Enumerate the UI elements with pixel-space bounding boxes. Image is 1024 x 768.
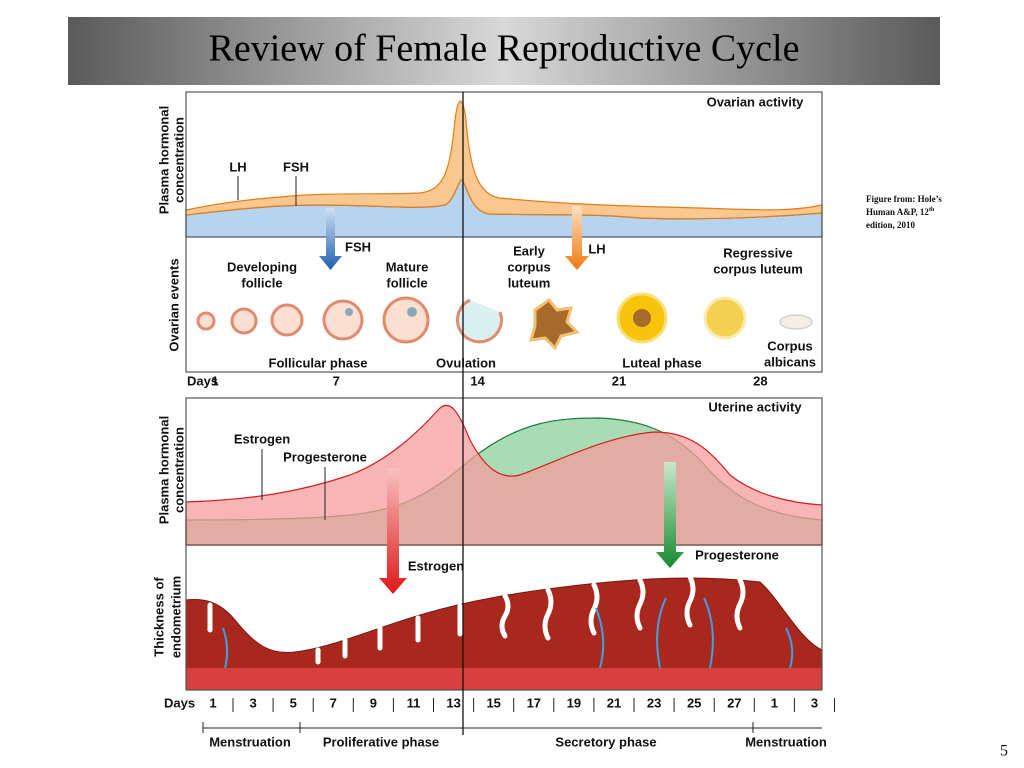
day-label: 14 — [470, 373, 485, 388]
day-label: 13 — [446, 695, 460, 710]
day-label: 1 — [211, 373, 218, 388]
citation: Human A&P, 12th — [866, 207, 935, 217]
day-label: 15 — [486, 695, 500, 710]
arrow-label: FSH — [345, 239, 371, 254]
axis-label: Plasma hormonal — [156, 416, 171, 524]
day-label: 21 — [612, 373, 626, 388]
panel-frame — [185, 397, 823, 691]
day-label: 28 — [753, 373, 767, 388]
title-bar — [68, 17, 940, 85]
day-label: 11 — [407, 695, 421, 710]
phase-label: Menstruation — [745, 734, 827, 749]
estrogen-curve — [185, 404, 823, 546]
stage-label: corpus luteum — [713, 261, 803, 276]
day-label: 27 — [727, 695, 741, 710]
panel-frame — [185, 91, 823, 373]
lh-curve — [185, 100, 823, 220]
arrow — [565, 206, 589, 270]
arrow — [379, 468, 407, 594]
curve-label: Estrogen — [234, 431, 290, 446]
day-label: 3 — [811, 695, 818, 710]
days-label: Days — [164, 695, 195, 710]
oocyte — [345, 308, 353, 316]
arrow-label: LH — [588, 241, 605, 256]
uterine-panel: Plasma hormonal concentration Thickness … — [151, 397, 827, 749]
day-label: 23 — [647, 695, 661, 710]
stage-label: luteum — [508, 275, 551, 290]
panel-heading: Ovarian activity — [707, 94, 805, 109]
day-label: 25 — [687, 695, 701, 710]
arrow-label: Progesterone — [695, 547, 779, 562]
arrow — [319, 208, 342, 270]
phase-label: Menstruation — [209, 734, 291, 749]
days-label: Days — [187, 373, 218, 388]
day-label: 3 — [249, 695, 256, 710]
stage-label: albicans — [764, 354, 816, 369]
oocyte — [407, 307, 417, 317]
slide-title: Review of Female Reproductive Cycle — [209, 28, 800, 70]
stage-label: Corpus — [767, 338, 813, 353]
basal-layer — [186, 668, 822, 690]
curve-label: Progesterone — [283, 449, 367, 464]
phase-label: Luteal phase — [622, 355, 701, 370]
panel-heading: Uterine activity — [708, 399, 802, 414]
axis-label: Thickness of — [151, 577, 166, 657]
axis-label: concentration — [171, 117, 186, 203]
day-label: 1 — [209, 695, 216, 710]
stage-label: Early — [513, 243, 546, 258]
stage-label: Regressive — [723, 245, 792, 260]
phase-label: Ovulation — [436, 355, 496, 370]
day-label: 17 — [527, 695, 541, 710]
page-number: 5 — [1000, 743, 1008, 760]
phase-brackets — [202, 722, 822, 733]
curve-label: FSH — [283, 159, 309, 174]
curve-label: LH — [229, 159, 246, 174]
stage-label: follicle — [386, 275, 427, 290]
axis-label: concentration — [171, 427, 186, 513]
stage-label: Developing — [227, 259, 297, 274]
phase-label: Secretory phase — [555, 734, 656, 749]
phase-label: Proliferative phase — [323, 734, 439, 749]
arrow — [656, 462, 684, 568]
day-label: 1 — [771, 695, 778, 710]
day-label: 7 — [333, 373, 340, 388]
vessels — [222, 597, 794, 669]
stage-label: Mature — [386, 259, 429, 274]
day-label: 21 — [607, 695, 621, 710]
day-label: 9 — [370, 695, 377, 710]
glands — [207, 574, 746, 665]
citation: edition, 2010 — [866, 220, 916, 230]
axis-label: Plasma hormonal — [156, 106, 171, 214]
ovarian-panel: Plasma hormonal concentration Ovarian ev… — [156, 91, 823, 388]
follicles — [196, 292, 813, 351]
stage-label: follicle — [241, 275, 282, 290]
stage-label: corpus — [507, 259, 550, 274]
citation: Figure from: Hole’s — [866, 194, 942, 204]
day-label: 19 — [567, 695, 581, 710]
axis-label: endometrium — [168, 576, 183, 658]
phase-label: Follicular phase — [269, 355, 368, 370]
arrow-label: Estrogen — [408, 558, 464, 573]
axis-label: Ovarian events — [166, 258, 181, 351]
day-label: 5 — [290, 695, 297, 710]
day-label: 7 — [330, 695, 337, 710]
